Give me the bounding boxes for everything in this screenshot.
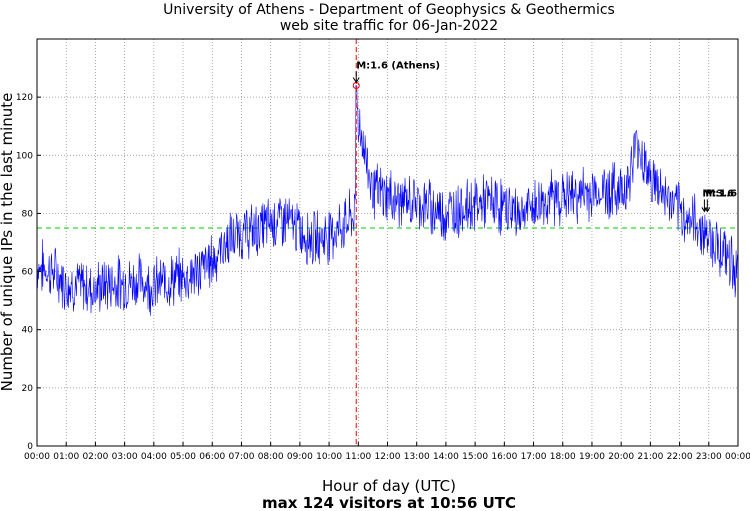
x-tick-label: 11:00 xyxy=(345,452,371,462)
event-label: M:3.6 xyxy=(702,188,734,199)
x-tick-label: 02:00 xyxy=(82,452,108,462)
x-tick-label: 05:00 xyxy=(170,452,196,462)
x-tick-label: 12:00 xyxy=(375,452,401,462)
x-tick-label: 16:00 xyxy=(491,452,517,462)
x-axis-label: Hour of day (UTC) xyxy=(322,477,456,495)
x-tick-label: 22:00 xyxy=(667,452,693,462)
series-line xyxy=(36,85,739,316)
y-tick-label: 80 xyxy=(22,209,34,219)
x-tick-label: 01:00 xyxy=(53,452,79,462)
x-tick-label: 00:00 xyxy=(24,452,50,462)
x-tick-label: 17:00 xyxy=(521,452,547,462)
event-arrow-head xyxy=(352,77,360,84)
chart-title: University of Athens - Department of Geo… xyxy=(163,2,615,18)
x-tick-label: 10:00 xyxy=(316,452,342,462)
event-arrow-head xyxy=(704,207,711,213)
event-label: M:1.6 (Athens) xyxy=(356,61,440,72)
x-tick-label: 14:00 xyxy=(433,452,459,462)
footer-text: max 124 visitors at 10:56 UTC xyxy=(262,494,516,511)
x-tick-label: 07:00 xyxy=(228,452,254,462)
y-tick-label: 0 xyxy=(27,442,33,452)
chart-subtitle: web site traffic for 06-Jan-2022 xyxy=(280,18,498,34)
y-tick-label: 40 xyxy=(22,326,34,336)
x-tick-label: 13:00 xyxy=(404,452,430,462)
x-tick-label: 06:00 xyxy=(199,452,225,462)
y-tick-label: 60 xyxy=(22,268,34,278)
plot-frame xyxy=(36,38,739,447)
x-tick-label: 09:00 xyxy=(287,452,313,462)
x-tick-label: 08:00 xyxy=(258,452,284,462)
y-axis-label: Number of unique IPs in the last minute xyxy=(0,93,16,392)
x-tick-label: 18:00 xyxy=(550,452,576,462)
x-tick-label: 19:00 xyxy=(579,452,605,462)
axes: 00:00 01:00 02:00 03:00 04:00 05:00 06:00 07:00… xyxy=(16,93,750,462)
x-tick-label: 03:00 xyxy=(112,452,138,462)
x-tick-label: 00:00 xyxy=(725,452,750,462)
y-tick-label: 100 xyxy=(16,151,33,161)
x-tick-label: 04:00 xyxy=(141,452,167,462)
y-tick-label: 20 xyxy=(22,384,34,394)
events-layer: M:1.6 (Athens) M:3.6M:1.6 xyxy=(352,39,737,446)
series-layer xyxy=(36,85,739,316)
x-tick-label: 15:00 xyxy=(462,452,488,462)
grid xyxy=(37,39,738,446)
x-tick-label: 21:00 xyxy=(637,452,663,462)
y-tick-label: 120 xyxy=(16,93,33,103)
x-tick-label: 23:00 xyxy=(696,452,722,462)
x-tick-label: 20:00 xyxy=(608,452,634,462)
event-label: M:1.6 xyxy=(705,188,737,199)
